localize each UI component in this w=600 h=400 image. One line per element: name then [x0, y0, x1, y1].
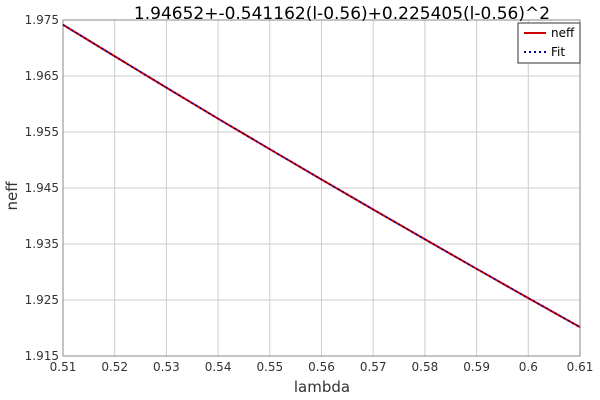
legend-label-neff: neff [551, 26, 575, 40]
grid-lines [62, 19, 581, 357]
x-tick-label: 0.52 [101, 360, 128, 374]
x-tick-label: 0.59 [463, 360, 490, 374]
y-axis-label: neff [3, 181, 21, 211]
y-tick-label: 1.935 [25, 237, 59, 251]
legend-box [517, 22, 581, 64]
y-tick-label: 1.915 [25, 349, 59, 363]
y-tick-label: 1.965 [25, 69, 59, 83]
y-tick-label: 1.945 [25, 181, 59, 195]
x-tick-label: 0.61 [567, 360, 594, 374]
x-tick-label: 0.6 [519, 360, 538, 374]
x-tick-label: 0.55 [256, 360, 283, 374]
x-tick-label: 0.51 [50, 360, 77, 374]
y-tick-label: 1.925 [25, 293, 59, 307]
x-tick-label: 0.57 [360, 360, 387, 374]
series-layer [62, 23, 581, 328]
x-tick-label: 0.54 [205, 360, 232, 374]
x-tick-label: 0.58 [412, 360, 439, 374]
x-axis-label: lambda [294, 378, 350, 396]
tick-labels: 0.51 0.52 0.53 0.54 0.55 0.56 0.57 0.58 0.59 0.6 0… [25, 13, 594, 374]
y-tick-label: 1.975 [25, 13, 59, 27]
x-tick-label: 0.56 [308, 360, 335, 374]
legend: neff Fit [517, 22, 581, 64]
legend-label-fit: Fit [551, 45, 565, 59]
plot-frame [62, 19, 581, 357]
series-line-fit [62, 24, 581, 328]
chart-title: 1.94652+-0.541162(l-0.56)+0.225405(l-0.5… [134, 4, 550, 24]
x-tick-label: 0.53 [153, 360, 180, 374]
y-tick-label: 1.955 [25, 125, 59, 139]
